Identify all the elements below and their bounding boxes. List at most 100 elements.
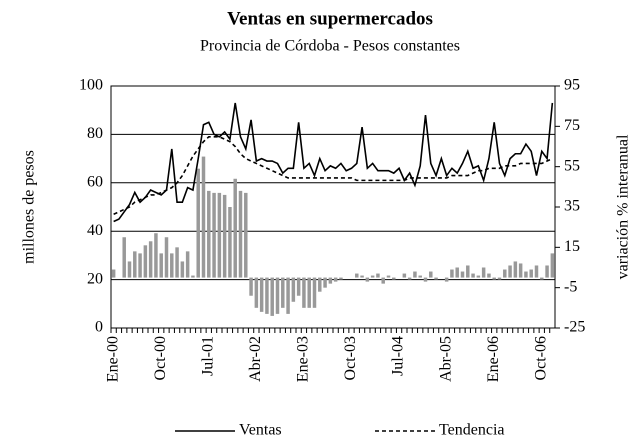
bar xyxy=(365,277,370,282)
bar xyxy=(281,277,285,308)
bar xyxy=(487,273,491,278)
bar xyxy=(180,261,185,278)
chart-subtitle: Provincia de Córdoba - Pesos constantes xyxy=(200,38,460,55)
bar xyxy=(196,168,200,278)
bar xyxy=(444,277,449,282)
bar xyxy=(392,277,396,280)
bar xyxy=(513,261,518,278)
x-tick-label: Ene-00 xyxy=(104,336,121,382)
bar xyxy=(244,192,248,278)
line xyxy=(113,102,554,223)
bar xyxy=(238,190,243,278)
y-tick-label: 20 xyxy=(87,270,103,287)
x-tick-label: Jul-01 xyxy=(199,336,216,376)
bar xyxy=(111,269,116,278)
x-tick-label: Oct-00 xyxy=(152,336,169,380)
y2-tick-label: 55 xyxy=(564,157,580,174)
bar xyxy=(207,190,211,278)
bar xyxy=(254,277,259,308)
bar xyxy=(540,277,544,280)
bar xyxy=(296,277,301,296)
bar xyxy=(497,277,502,280)
bar xyxy=(191,275,195,278)
bar xyxy=(138,253,142,278)
x-tick-label: Ene-03 xyxy=(295,336,312,382)
bar xyxy=(407,277,412,280)
bar xyxy=(376,273,380,278)
bar xyxy=(318,277,322,292)
bar xyxy=(529,269,533,278)
bar xyxy=(466,265,470,278)
bar xyxy=(550,253,555,278)
y-tick-label: 100 xyxy=(79,77,103,94)
bar xyxy=(476,275,481,278)
y-tick-label: 60 xyxy=(87,173,103,190)
bar xyxy=(508,265,512,278)
bar xyxy=(286,277,290,314)
bar xyxy=(355,273,359,278)
bar xyxy=(259,277,264,312)
line xyxy=(113,136,553,215)
bar xyxy=(249,277,253,296)
bar xyxy=(217,192,222,278)
x-tick-label: Ene-06 xyxy=(485,336,502,382)
bar xyxy=(386,275,391,278)
x-tick-label: Jul-04 xyxy=(390,336,407,376)
bar xyxy=(534,265,539,278)
bar xyxy=(302,277,306,308)
y2-tick-label: 35 xyxy=(564,198,580,215)
bar xyxy=(333,277,338,282)
bar xyxy=(339,277,343,280)
y2-tick-label: 15 xyxy=(564,238,580,255)
bar xyxy=(492,277,496,280)
bar xyxy=(360,275,364,278)
plot-frame xyxy=(110,85,556,329)
bar xyxy=(312,277,317,308)
bar xyxy=(265,277,269,314)
y-axis-label: millones de pesos xyxy=(21,150,38,264)
bar xyxy=(291,277,296,302)
x-tick-label: Oct-03 xyxy=(342,336,359,380)
y2-tick-label: 95 xyxy=(564,77,580,94)
bar xyxy=(185,251,190,278)
bar xyxy=(133,251,137,278)
legend-label: Ventas xyxy=(239,422,282,439)
bar xyxy=(423,277,428,282)
bar xyxy=(545,265,549,278)
y2-tick-label: 75 xyxy=(564,117,580,134)
bar xyxy=(175,247,179,278)
bar xyxy=(222,194,227,278)
y-tick-label: 0 xyxy=(95,319,103,336)
bar xyxy=(418,275,422,278)
x-tick-label: Abr-02 xyxy=(247,336,264,382)
bar xyxy=(328,277,333,284)
bar xyxy=(460,271,465,278)
bar xyxy=(429,271,433,278)
bar xyxy=(143,245,148,278)
y2-axis-label: variación % interanual xyxy=(615,134,632,279)
bar xyxy=(212,192,216,278)
bar xyxy=(518,263,523,278)
bar xyxy=(450,269,454,278)
bar xyxy=(323,277,327,288)
y2-tick-label: -25 xyxy=(564,319,585,336)
x-tick-label: Abr-05 xyxy=(437,336,454,382)
bar xyxy=(233,178,237,278)
bar xyxy=(402,273,407,278)
bar xyxy=(228,207,232,278)
bar xyxy=(524,271,528,278)
bar xyxy=(270,277,274,316)
bar xyxy=(481,267,486,278)
x-tick-label: Oct-06 xyxy=(532,336,549,380)
bar xyxy=(471,273,475,278)
bar xyxy=(148,241,153,278)
bar xyxy=(154,233,158,278)
bar xyxy=(127,261,132,278)
legend-label: Tendencia xyxy=(439,422,505,439)
bar xyxy=(159,253,163,278)
bar xyxy=(164,237,169,278)
bar xyxy=(307,277,311,308)
bar xyxy=(370,275,375,278)
